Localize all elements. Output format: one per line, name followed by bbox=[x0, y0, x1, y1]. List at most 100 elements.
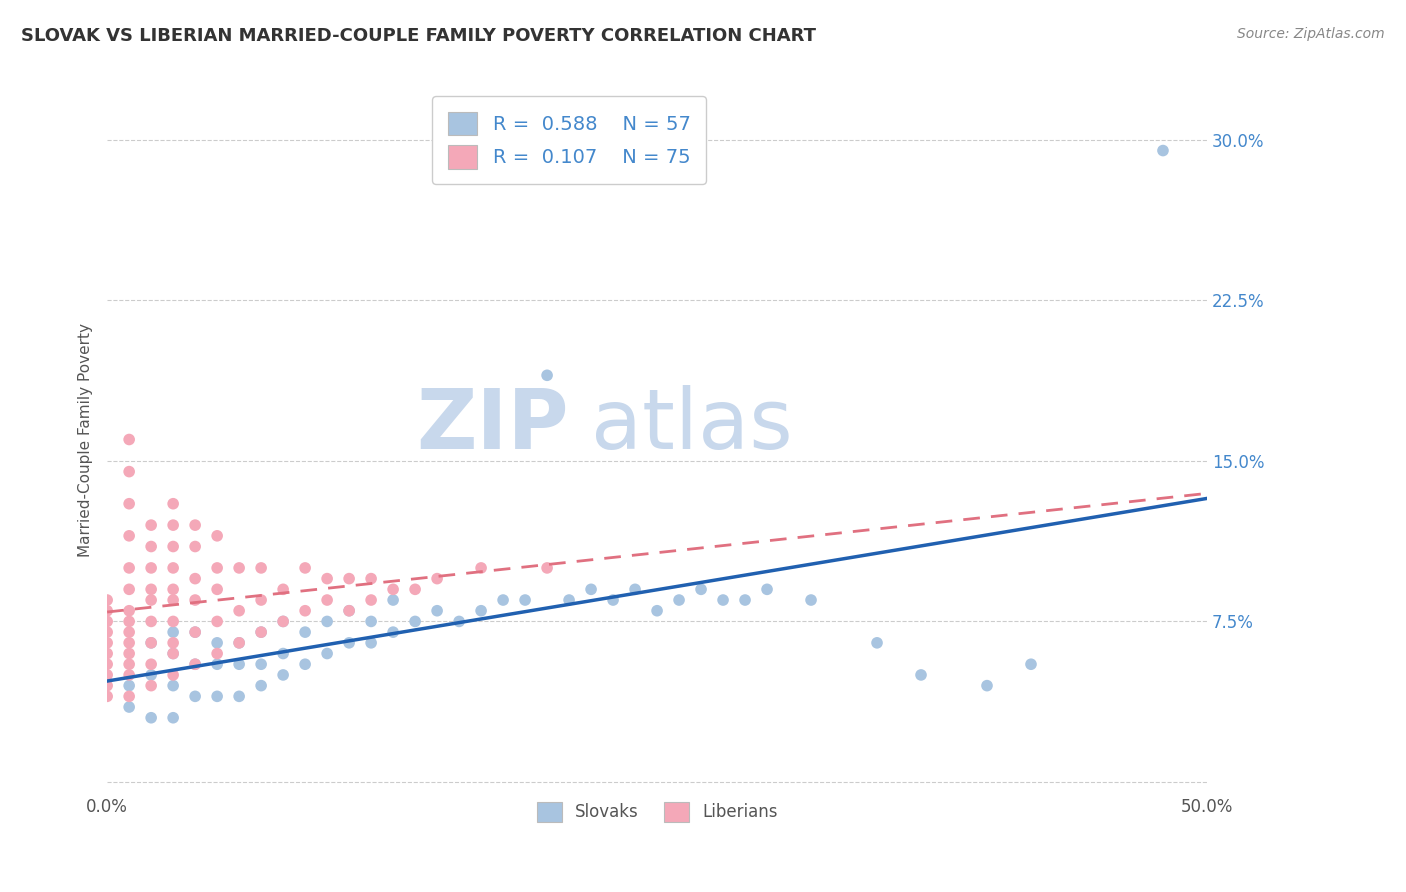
Point bbox=[118, 561, 141, 575]
Point bbox=[141, 636, 163, 650]
Point bbox=[118, 465, 141, 479]
Point bbox=[184, 540, 207, 554]
Point bbox=[118, 679, 141, 693]
Point bbox=[162, 636, 184, 650]
Point bbox=[118, 668, 141, 682]
Point bbox=[141, 593, 163, 607]
Point bbox=[118, 647, 141, 661]
Point bbox=[96, 636, 118, 650]
Point bbox=[756, 582, 779, 597]
Point bbox=[162, 668, 184, 682]
Point bbox=[866, 636, 889, 650]
Point bbox=[162, 540, 184, 554]
Point bbox=[141, 657, 163, 672]
Point bbox=[96, 593, 118, 607]
Point bbox=[337, 604, 360, 618]
Point bbox=[162, 518, 184, 533]
Point bbox=[141, 679, 163, 693]
Point bbox=[250, 657, 273, 672]
Point bbox=[228, 561, 250, 575]
Point bbox=[205, 615, 228, 629]
Point bbox=[271, 615, 294, 629]
Point bbox=[1019, 657, 1042, 672]
Point bbox=[690, 582, 713, 597]
Point bbox=[205, 529, 228, 543]
Point bbox=[271, 647, 294, 661]
Point bbox=[141, 615, 163, 629]
Point bbox=[141, 582, 163, 597]
Point bbox=[294, 561, 316, 575]
Point bbox=[360, 572, 382, 586]
Point bbox=[382, 625, 405, 640]
Text: ZIP: ZIP bbox=[416, 384, 569, 466]
Point bbox=[162, 625, 184, 640]
Point bbox=[404, 615, 426, 629]
Point bbox=[118, 690, 141, 704]
Point bbox=[271, 582, 294, 597]
Point bbox=[492, 593, 515, 607]
Point bbox=[141, 518, 163, 533]
Point bbox=[470, 561, 492, 575]
Point bbox=[449, 615, 471, 629]
Point bbox=[250, 561, 273, 575]
Point bbox=[271, 615, 294, 629]
Point bbox=[294, 604, 316, 618]
Point bbox=[162, 593, 184, 607]
Point bbox=[96, 690, 118, 704]
Point bbox=[184, 625, 207, 640]
Point bbox=[250, 679, 273, 693]
Point bbox=[118, 529, 141, 543]
Point bbox=[184, 657, 207, 672]
Point bbox=[513, 593, 536, 607]
Point bbox=[228, 604, 250, 618]
Point bbox=[96, 679, 118, 693]
Point bbox=[118, 657, 141, 672]
Point bbox=[141, 540, 163, 554]
Point bbox=[205, 561, 228, 575]
Legend: Slovaks, Liberians: Slovaks, Liberians bbox=[524, 790, 789, 834]
Point bbox=[558, 593, 581, 607]
Point bbox=[118, 433, 141, 447]
Point bbox=[184, 593, 207, 607]
Point bbox=[118, 582, 141, 597]
Point bbox=[141, 561, 163, 575]
Point bbox=[337, 604, 360, 618]
Point bbox=[668, 593, 690, 607]
Point bbox=[162, 497, 184, 511]
Point bbox=[96, 668, 118, 682]
Point bbox=[294, 625, 316, 640]
Point bbox=[711, 593, 734, 607]
Point bbox=[602, 593, 624, 607]
Point bbox=[96, 657, 118, 672]
Point bbox=[426, 572, 449, 586]
Point bbox=[118, 604, 141, 618]
Point bbox=[271, 668, 294, 682]
Point bbox=[205, 657, 228, 672]
Point bbox=[316, 593, 339, 607]
Point bbox=[470, 604, 492, 618]
Point bbox=[337, 572, 360, 586]
Point bbox=[1152, 144, 1174, 158]
Point bbox=[184, 625, 207, 640]
Point bbox=[96, 625, 118, 640]
Point bbox=[337, 636, 360, 650]
Text: Source: ZipAtlas.com: Source: ZipAtlas.com bbox=[1237, 27, 1385, 41]
Point bbox=[536, 561, 558, 575]
Point bbox=[294, 657, 316, 672]
Point bbox=[162, 711, 184, 725]
Point bbox=[205, 647, 228, 661]
Point bbox=[205, 690, 228, 704]
Point bbox=[162, 647, 184, 661]
Point bbox=[162, 582, 184, 597]
Point bbox=[162, 615, 184, 629]
Point bbox=[228, 636, 250, 650]
Point bbox=[118, 615, 141, 629]
Point bbox=[228, 690, 250, 704]
Point bbox=[316, 647, 339, 661]
Point bbox=[162, 647, 184, 661]
Point bbox=[141, 636, 163, 650]
Point bbox=[382, 582, 405, 597]
Point bbox=[118, 636, 141, 650]
Point bbox=[184, 690, 207, 704]
Point bbox=[205, 636, 228, 650]
